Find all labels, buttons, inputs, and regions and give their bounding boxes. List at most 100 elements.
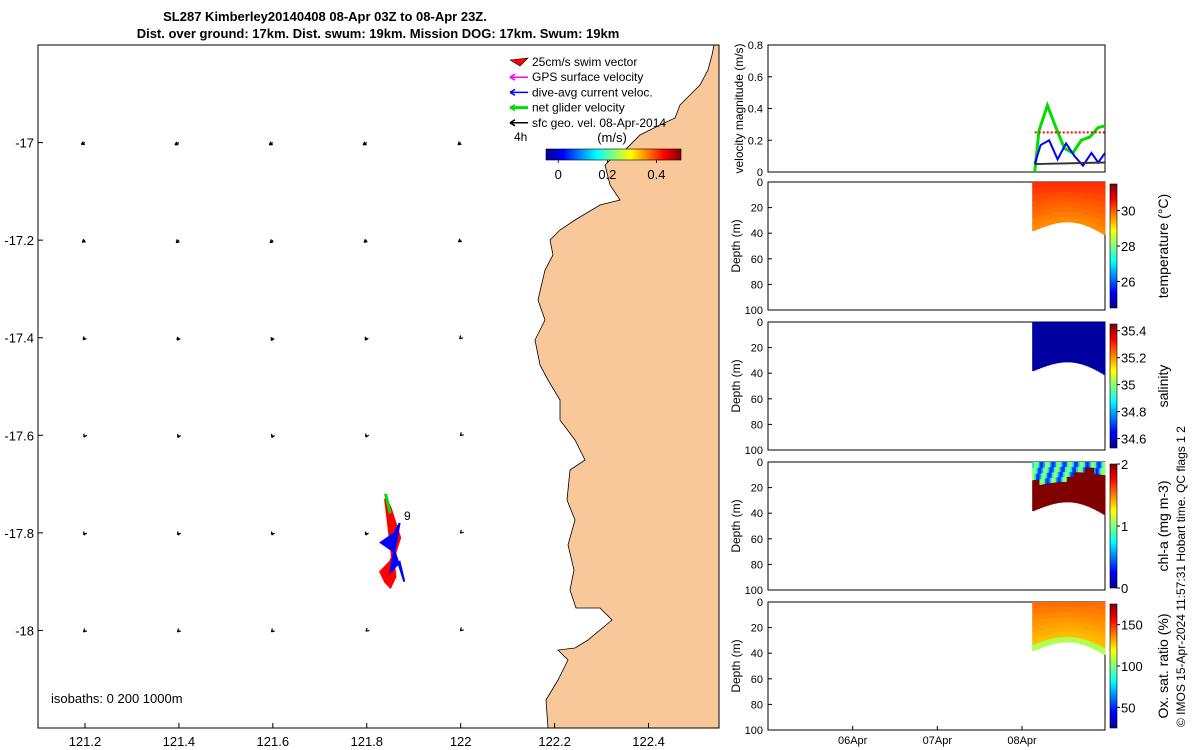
profile-cell bbox=[1094, 637, 1097, 644]
geo-vector-head bbox=[270, 337, 275, 342]
profile-cell bbox=[1094, 193, 1097, 201]
profile-cell bbox=[1084, 634, 1088, 641]
profile-cell bbox=[1077, 632, 1081, 639]
profile-cell bbox=[1103, 641, 1106, 649]
depth-y-tick-label: 100 bbox=[745, 585, 763, 597]
profile-cell bbox=[1054, 498, 1057, 504]
profile-cell bbox=[1034, 643, 1037, 651]
legend-label: 25cm/s swim vector bbox=[532, 55, 637, 69]
profile-cell bbox=[1052, 622, 1055, 629]
profile-cell bbox=[1083, 338, 1086, 344]
profile-cell bbox=[1101, 614, 1104, 622]
profile-cell bbox=[1043, 607, 1046, 614]
profile-cell bbox=[1094, 223, 1097, 230]
profile-cell bbox=[1079, 207, 1082, 214]
profile-cell bbox=[1101, 494, 1104, 501]
profile-cell bbox=[1083, 187, 1086, 194]
profile-cell bbox=[1050, 638, 1053, 645]
profile-cell bbox=[1074, 192, 1077, 198]
profile-cell bbox=[1037, 351, 1040, 358]
profile-cell bbox=[1043, 327, 1046, 334]
profile-cell bbox=[1055, 492, 1059, 499]
profile-cell bbox=[1054, 487, 1057, 494]
profile-cell bbox=[1094, 613, 1097, 621]
profile-cell bbox=[1101, 360, 1104, 368]
profile-cell bbox=[1103, 214, 1106, 222]
salinity-panel: 0 20 40 60 80 100 Depth (m) 34.6 34.8 35 35.2 35.4 s… bbox=[729, 317, 1171, 457]
profile-cell bbox=[1090, 479, 1093, 486]
profile-cell bbox=[1032, 504, 1035, 512]
profile-cell bbox=[1101, 640, 1104, 648]
profile-cell bbox=[1043, 182, 1046, 189]
map-x-tick-label: 122.2 bbox=[538, 734, 571, 749]
profile-cell bbox=[1061, 497, 1064, 503]
time-x-tick-label: 08Apr bbox=[1007, 735, 1037, 747]
profile-cell bbox=[1088, 624, 1091, 631]
profile-cell bbox=[1044, 360, 1048, 367]
profile-cell bbox=[1092, 491, 1095, 498]
profile-cell bbox=[1075, 332, 1079, 338]
profile-cell bbox=[1066, 621, 1070, 628]
profile-cell bbox=[1044, 322, 1048, 328]
profile-cell bbox=[1059, 327, 1062, 333]
profile-cell bbox=[1054, 477, 1057, 484]
profile-cell bbox=[1074, 487, 1077, 493]
profile-cell bbox=[1039, 462, 1042, 469]
depth-y-tick-label: 100 bbox=[745, 725, 763, 737]
profile-cell bbox=[1075, 217, 1079, 224]
profile-cell bbox=[1050, 348, 1053, 355]
profile-cell bbox=[1084, 472, 1088, 479]
profile-cell bbox=[1048, 332, 1051, 339]
profile-cell bbox=[1052, 327, 1055, 333]
profile-cell bbox=[1095, 194, 1099, 201]
profile-cell bbox=[1057, 352, 1060, 358]
profile-cell bbox=[1054, 627, 1057, 634]
profile-cell bbox=[1070, 462, 1073, 468]
profile-cell bbox=[1054, 327, 1057, 333]
map-colorbar-tick-label: 0 bbox=[555, 167, 562, 182]
profile-cell bbox=[1044, 612, 1048, 619]
profile-cell bbox=[1074, 632, 1077, 638]
profile-cell bbox=[1097, 462, 1101, 469]
profile-cell bbox=[1057, 472, 1060, 478]
profile-cell bbox=[1079, 477, 1082, 484]
profile-cell bbox=[1103, 647, 1106, 655]
profile-cell bbox=[1090, 182, 1093, 189]
profile-cell bbox=[1097, 352, 1101, 360]
profile-cell bbox=[1095, 614, 1099, 621]
profile-cell bbox=[1059, 212, 1062, 218]
profile-cell bbox=[1050, 493, 1053, 500]
profile-cell bbox=[1068, 621, 1071, 628]
profile-cell bbox=[1057, 637, 1060, 644]
profile-cell bbox=[1059, 497, 1062, 503]
profile-cell bbox=[1068, 491, 1071, 498]
profile-cell bbox=[1099, 608, 1102, 616]
profile-cell bbox=[1092, 473, 1095, 480]
profile-cell bbox=[1032, 644, 1035, 652]
profile-cell bbox=[1088, 641, 1091, 648]
profile-cell bbox=[1092, 613, 1095, 620]
profile-cell bbox=[1050, 628, 1053, 635]
profile-cell bbox=[1046, 209, 1050, 215]
profile-cell bbox=[1039, 356, 1042, 363]
profile-cell bbox=[1039, 619, 1042, 626]
profile-cell bbox=[1061, 347, 1064, 353]
profile-cell bbox=[1063, 481, 1066, 488]
geo-vector-head bbox=[80, 141, 85, 146]
profile-cell bbox=[1048, 488, 1051, 495]
profile-cell bbox=[1054, 192, 1057, 198]
profile-cell bbox=[1075, 632, 1079, 639]
profile-cell bbox=[1099, 639, 1102, 647]
profile-cell bbox=[1072, 352, 1075, 358]
profile-cell bbox=[1084, 192, 1088, 199]
profile-cell bbox=[1037, 636, 1040, 644]
profile-cell bbox=[1043, 613, 1046, 620]
profile-cell bbox=[1099, 194, 1102, 202]
map-frame bbox=[37, 44, 720, 729]
profile-cell bbox=[1094, 607, 1097, 615]
profile-cell bbox=[1070, 616, 1073, 623]
profile-cell bbox=[1070, 196, 1073, 203]
profile-cell bbox=[1034, 602, 1037, 609]
profile-cell bbox=[1095, 498, 1099, 505]
